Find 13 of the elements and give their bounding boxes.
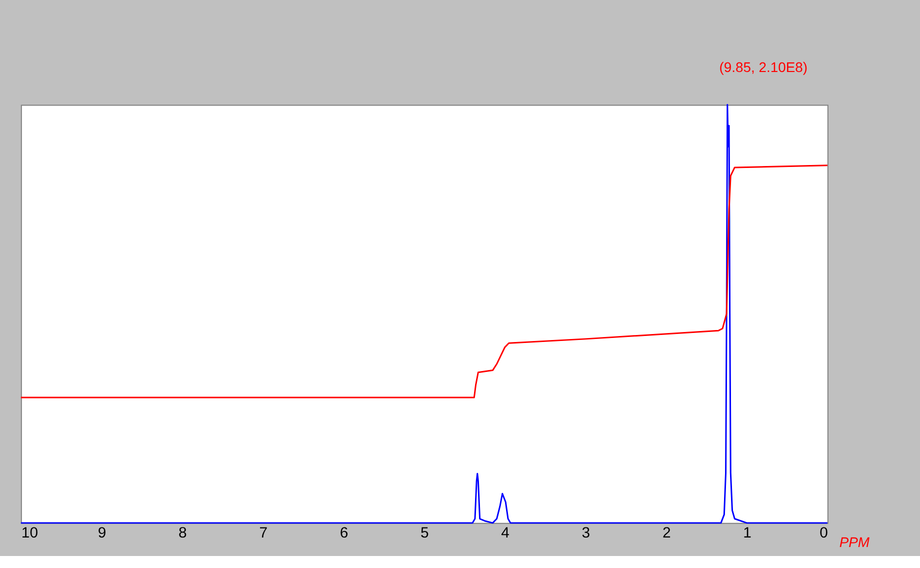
x-tick-label: 7 bbox=[259, 524, 268, 542]
x-tick-label: 9 bbox=[98, 524, 106, 542]
x-tick-label: 2 bbox=[662, 524, 671, 542]
x-tick-label: 5 bbox=[420, 524, 429, 542]
x-tick-label: 10 bbox=[21, 524, 38, 542]
x-tick-label: 8 bbox=[178, 524, 187, 542]
text: (9.85, 2.10E8) bbox=[719, 58, 808, 75]
x-tick-label: 1 bbox=[743, 524, 752, 542]
x-tick-label: 4 bbox=[501, 524, 510, 542]
x-axis-title: PPM bbox=[839, 534, 870, 550]
x-tick-label: 3 bbox=[582, 524, 590, 542]
x-tick-label: 6 bbox=[340, 524, 348, 542]
x-tick-label: 0 bbox=[820, 524, 828, 542]
